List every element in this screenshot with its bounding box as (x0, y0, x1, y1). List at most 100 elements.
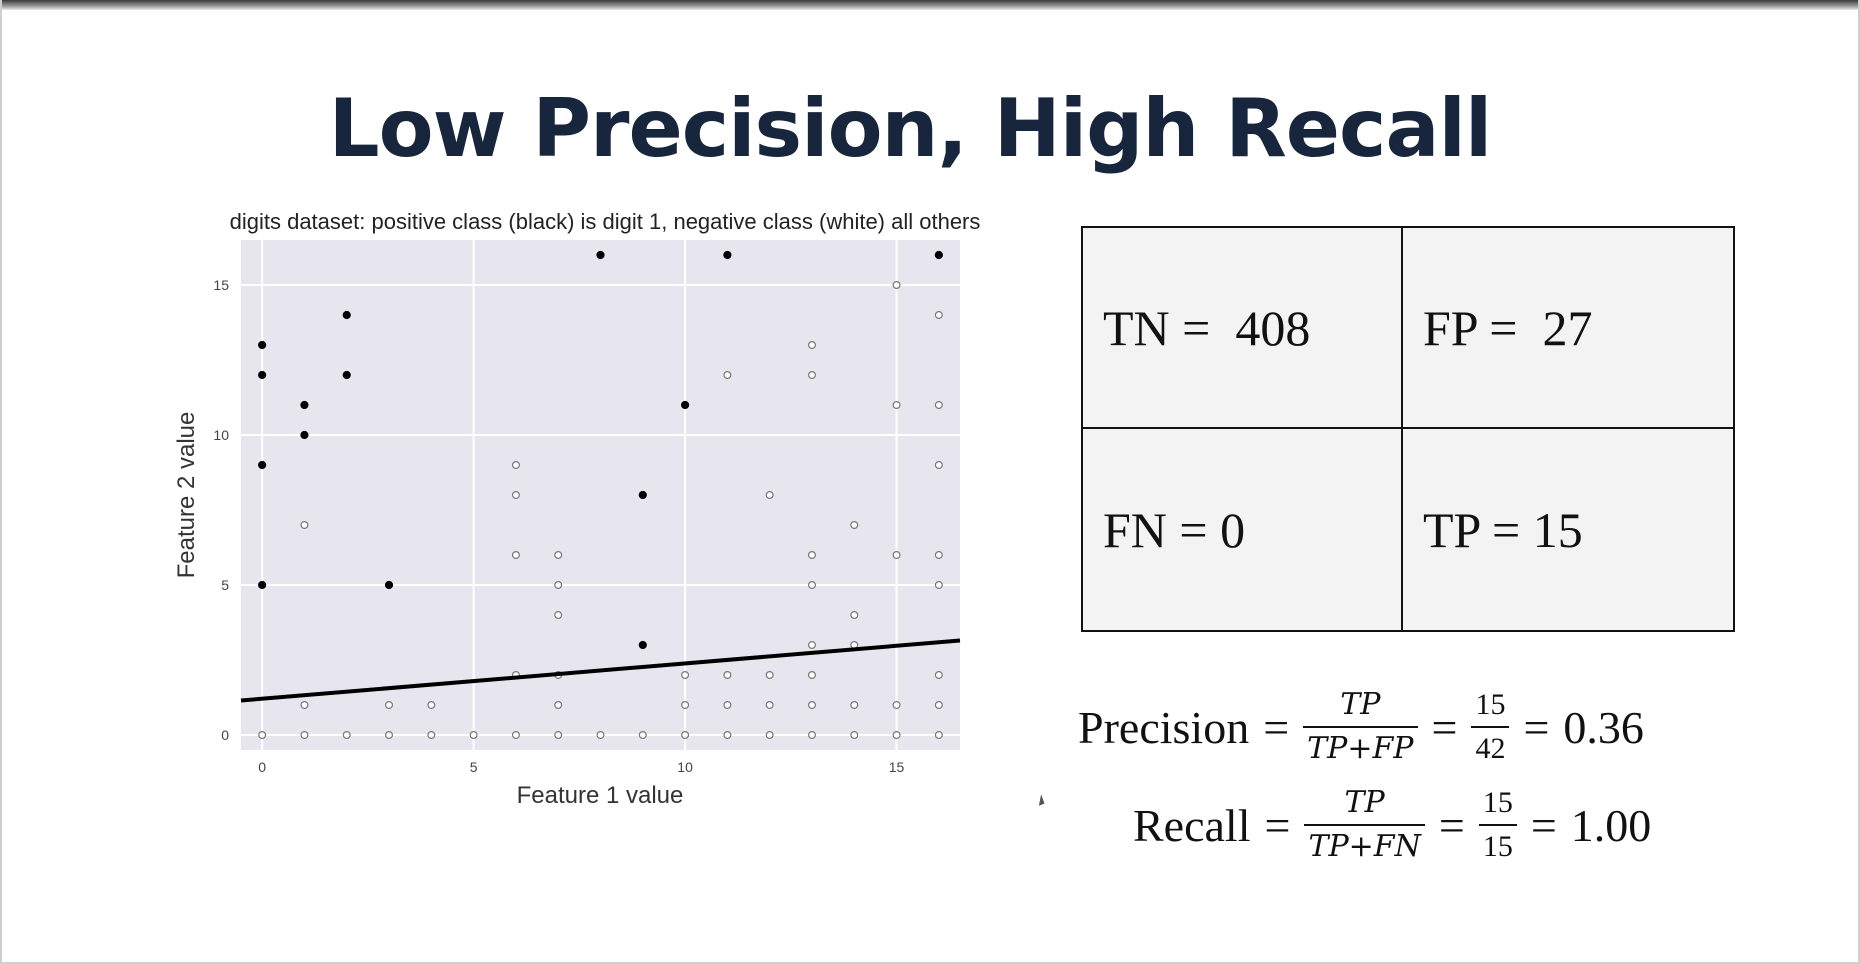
negative-point (765, 491, 774, 500)
negative-point (850, 730, 859, 739)
negative-point (723, 730, 732, 739)
positive-point (300, 400, 309, 410)
negative-point (638, 730, 647, 739)
precision-fraction: TP TP+FP (1303, 688, 1418, 766)
negative-point (807, 730, 816, 739)
recall-fraction: TP TP+FN (1304, 785, 1425, 864)
equals-sign: = (1438, 799, 1465, 851)
fraction-bar (1478, 824, 1517, 826)
negative-point (892, 730, 901, 739)
positive-point (638, 490, 647, 500)
y-tick-label: 10 (213, 427, 229, 443)
fraction-bar (1471, 726, 1510, 728)
negative-point (934, 671, 943, 680)
true-positive-cell: TP = 15 (1423, 501, 1583, 558)
equals-sign: = (1523, 701, 1550, 753)
negative-point (469, 730, 478, 739)
negative-point (511, 461, 520, 470)
positive-point (680, 400, 690, 410)
positive-point (258, 370, 267, 380)
negative-point (681, 730, 690, 739)
negative-point (892, 701, 901, 710)
equals-sign: = (1264, 799, 1291, 851)
window-top-bar (0, 0, 1860, 10)
positive-point (342, 370, 351, 380)
negative-point (596, 730, 605, 739)
positive-point (300, 430, 309, 440)
false-positive-cell: FP = 27 (1403, 228, 1733, 429)
y-axis-label: Feature 2 value (173, 412, 200, 579)
negative-point (934, 401, 943, 410)
recall-value-fraction: 15 15 (1478, 786, 1517, 864)
frame-right (1858, 0, 1860, 964)
negative-point (723, 701, 732, 710)
precision-denominator: TP+FP (1307, 731, 1414, 766)
negative-point (554, 551, 563, 560)
positive-point (596, 250, 605, 260)
true-negative-cell: TN = 408 (1083, 228, 1403, 429)
frame-bottom (0, 962, 1860, 964)
negative-point (807, 551, 816, 560)
negative-point (934, 310, 943, 319)
negative-point (807, 581, 816, 590)
positive-point (342, 310, 351, 320)
x-tick-label: 10 (677, 759, 693, 775)
recall-result: 1.00 (1570, 799, 1652, 851)
frame-left (0, 0, 2, 964)
negative-point (892, 401, 901, 410)
negative-point (554, 581, 563, 590)
negative-point (258, 730, 267, 739)
x-tick-label: 15 (889, 759, 905, 775)
negative-point (765, 701, 774, 710)
negative-point (511, 491, 520, 500)
precision-value-numerator: 15 (1475, 688, 1506, 721)
plot-area (241, 240, 960, 750)
negative-point (934, 461, 943, 470)
positive-point (723, 250, 732, 260)
x-axis-label: Feature 1 value (517, 782, 684, 809)
negative-point (554, 730, 563, 739)
negative-point (385, 701, 394, 710)
negative-point (934, 581, 943, 590)
negative-point (892, 280, 901, 289)
precision-value-fraction: 15 42 (1471, 688, 1510, 766)
negative-point (807, 341, 816, 350)
negative-point (300, 730, 309, 739)
equals-sign: = (1263, 701, 1290, 753)
slide-title: Low Precision, High Recall (328, 82, 1493, 175)
recall-formula: Recall = TP TP+FN = 15 15 = 1.00 (1133, 786, 1651, 864)
negative-point (934, 701, 943, 710)
x-tick-label: 5 (470, 759, 478, 775)
negative-point (342, 730, 351, 739)
positive-point (258, 340, 267, 350)
negative-point (723, 671, 732, 680)
negative-point (807, 641, 816, 650)
negative-point (681, 671, 690, 680)
negative-point (807, 701, 816, 710)
negative-point (892, 551, 901, 560)
decision-boundary-line (240, 638, 961, 703)
recall-numerator: TP (1344, 785, 1385, 820)
false-negative-cell: FN = 0 (1083, 429, 1403, 630)
positive-point (638, 640, 647, 650)
positive-point (934, 250, 943, 260)
negative-point (554, 611, 563, 620)
y-tick-label: 15 (213, 277, 229, 293)
precision-formula: Precision = TP TP+FP = 15 42 = 0.36 (1078, 688, 1644, 766)
recall-value-denominator: 15 (1482, 830, 1513, 863)
negative-point (765, 730, 774, 739)
precision-label: Precision (1078, 701, 1250, 753)
data-points (258, 250, 943, 739)
negative-point (511, 551, 520, 560)
negative-point (850, 611, 859, 620)
precision-result: 0.36 (1563, 701, 1644, 753)
fraction-bar (1303, 726, 1418, 728)
positive-point (258, 580, 267, 590)
negative-point (850, 521, 859, 530)
chart-title: digits dataset: positive class (black) i… (230, 209, 981, 234)
negative-point (934, 551, 943, 560)
fraction-bar (1304, 824, 1425, 826)
precision-value-denominator: 42 (1475, 732, 1506, 765)
negative-point (427, 701, 436, 710)
equals-sign: = (1431, 701, 1458, 753)
